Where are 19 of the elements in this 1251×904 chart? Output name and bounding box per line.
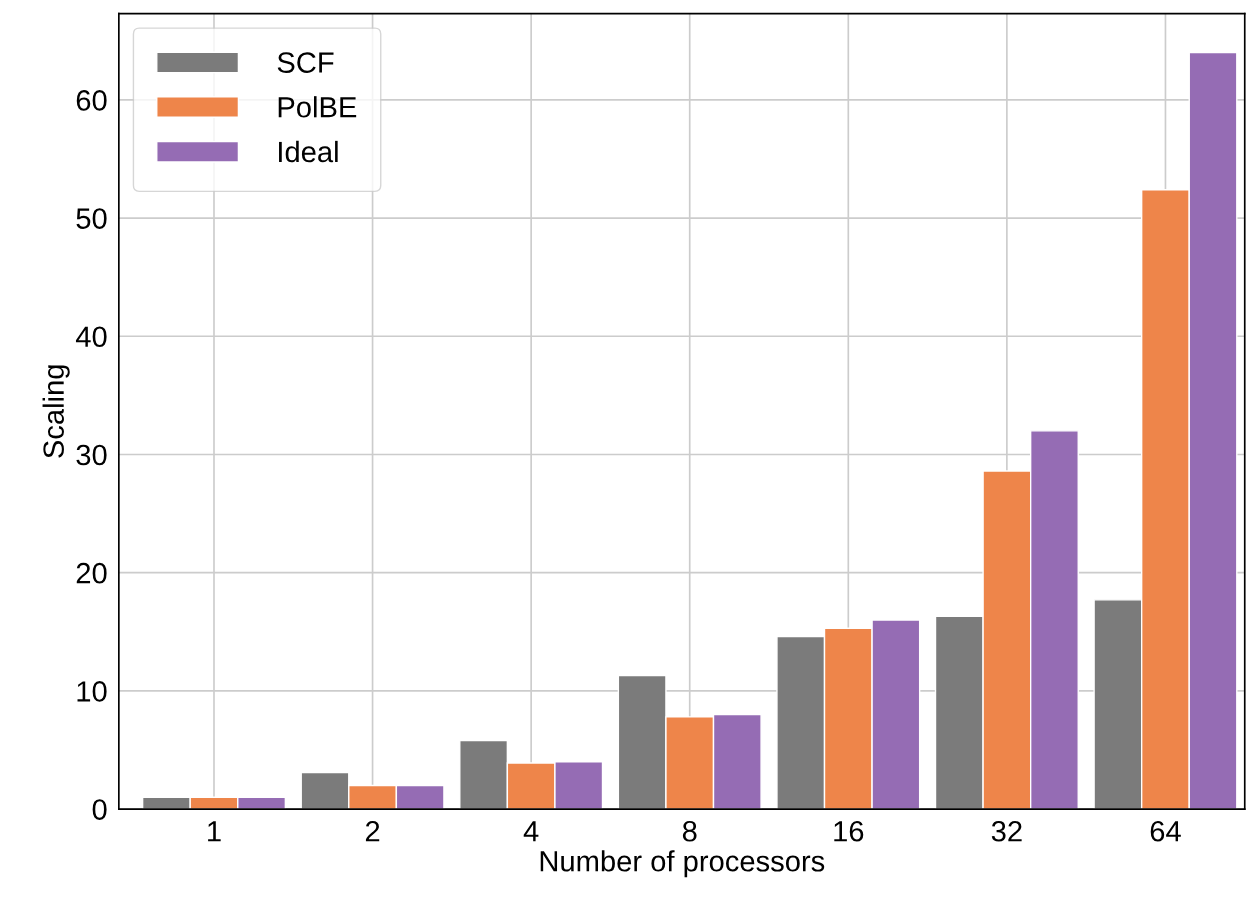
legend-label: SCF: [277, 52, 334, 73]
x-tick-label: 64: [1150, 820, 1181, 842]
y-axis-title: Scaling: [42, 365, 70, 458]
y-tick-label: 0: [92, 799, 107, 820]
y-tick-label: 10: [77, 681, 107, 702]
x-tick-label: 4: [523, 821, 539, 842]
y-tick-label: 20: [76, 562, 107, 584]
x-tick-label: 8: [682, 820, 697, 842]
y-tick-label: 30: [76, 444, 107, 466]
legend-label: PolBE: [278, 96, 357, 118]
y-tick-label: 40: [75, 326, 107, 348]
y-tick-label: 50: [76, 208, 107, 229]
x-tick-label: 2: [365, 820, 380, 842]
x-tick-label: 1: [208, 821, 221, 842]
x-tick-label: 32: [991, 820, 1022, 842]
x-axis-title: Number of processors: [540, 850, 825, 878]
y-tick-label: 60: [76, 90, 107, 111]
legend-label: Ideal: [279, 140, 338, 163]
x-tick-label: 16: [834, 820, 864, 842]
